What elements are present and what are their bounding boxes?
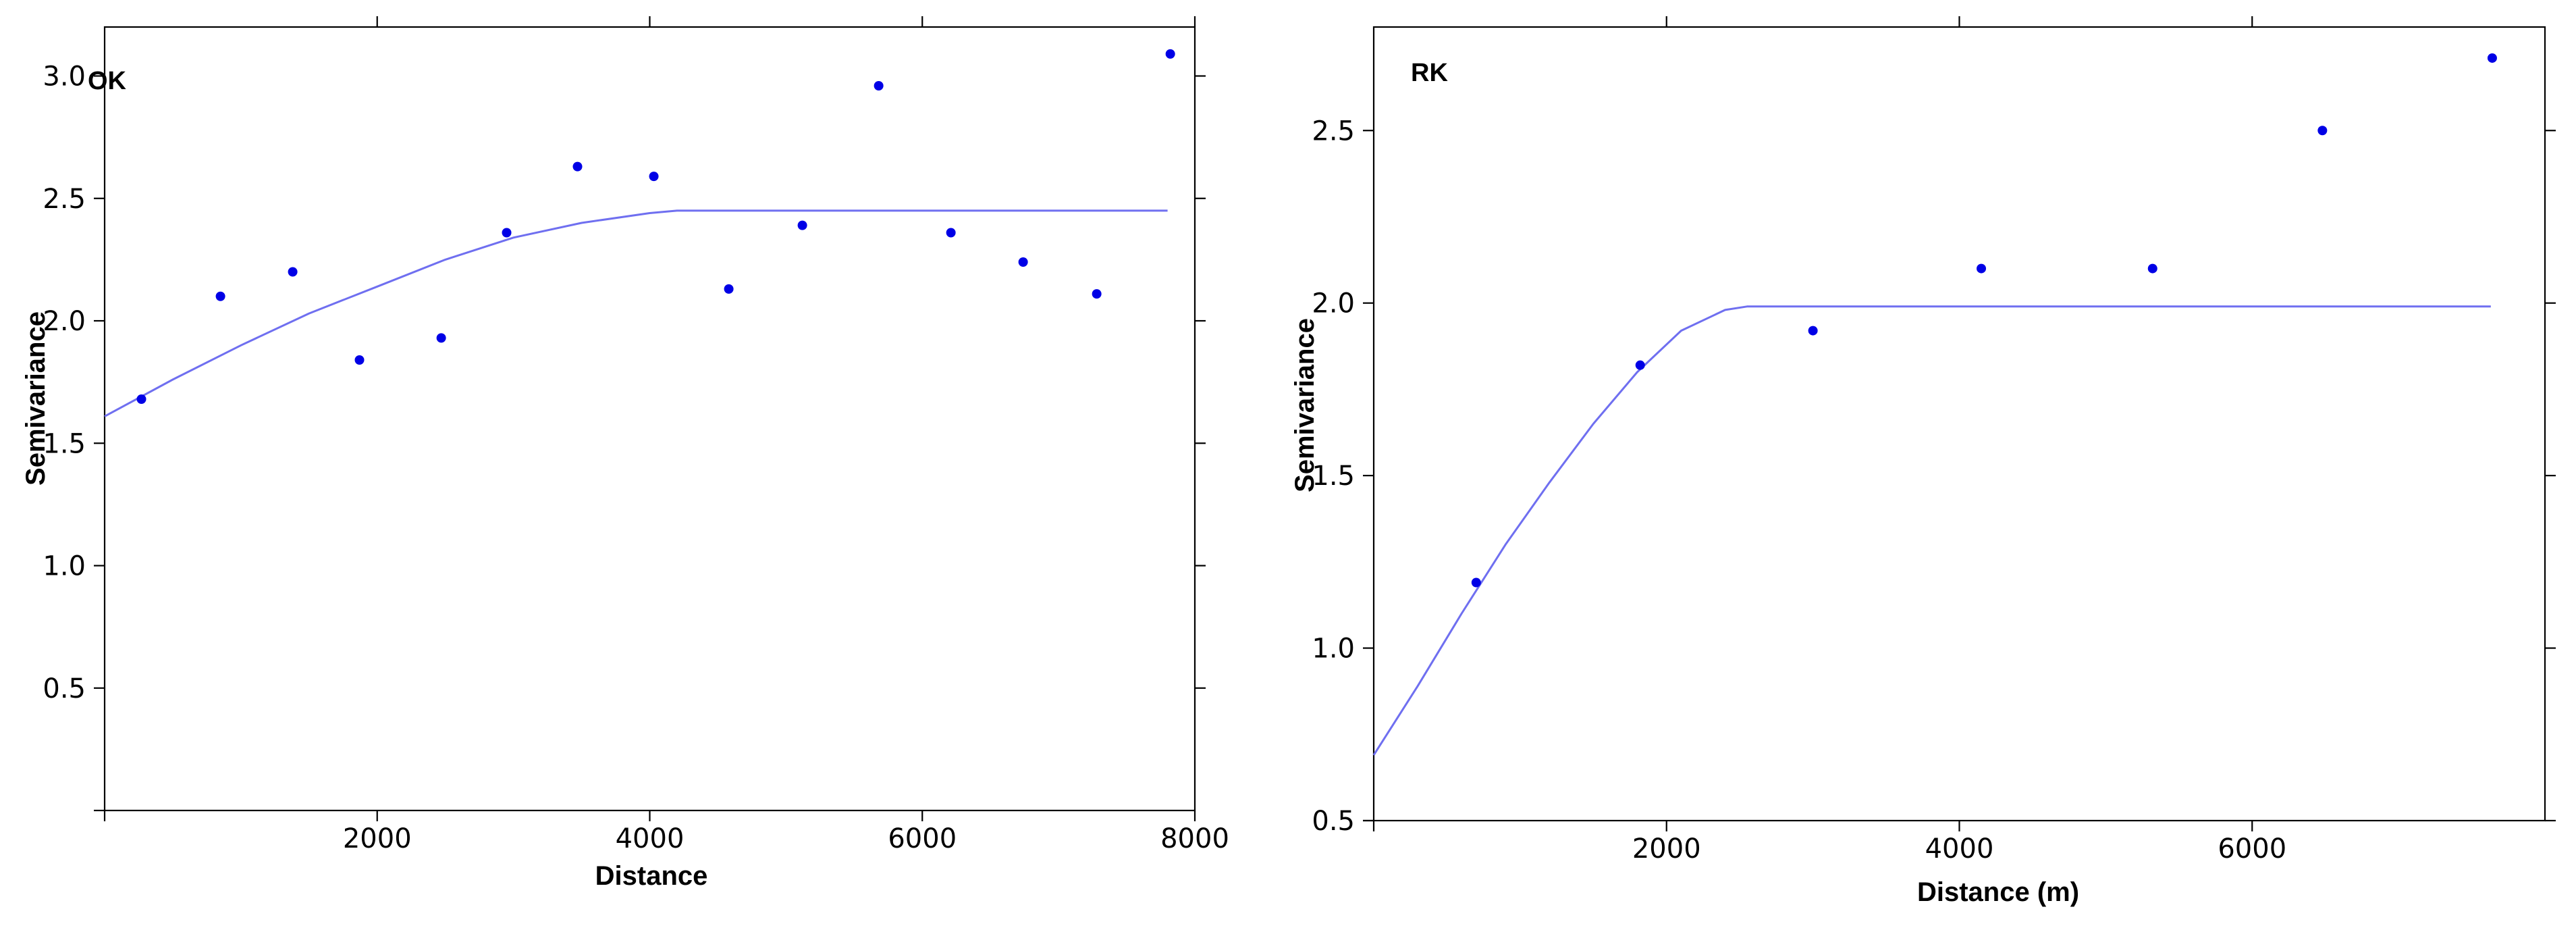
ok-y-tick-label: 1.5	[43, 428, 86, 459]
rk-y-axis-title: Semivariance	[1290, 318, 1320, 492]
rk-y-tick-label: 1.0	[1312, 634, 1355, 665]
ok-x-tick-label: 2000	[343, 823, 412, 854]
ok-y-tick-label: 0.5	[43, 673, 86, 704]
ok-data-point	[649, 172, 659, 182]
ok-y-tick-label: 3.0	[43, 61, 86, 93]
rk-panel-label: RK	[1411, 59, 1448, 87]
ok-plot-area	[104, 49, 1175, 417]
rk-x-tick-label: 4000	[1925, 833, 1994, 865]
rk-chart: 2000 4000 6000 0.5 1.0 1.5 2.0 2.5 RK Distance …	[1290, 16, 2556, 907]
ok-data-point	[724, 284, 734, 294]
rk-data-point	[1808, 326, 1818, 336]
rk-data-point	[1635, 360, 1645, 370]
rk-y-tick-label: 0.5	[1312, 806, 1355, 837]
ok-data-point	[136, 394, 146, 404]
rk-model-line	[1372, 305, 2491, 756]
ok-data-point	[436, 333, 446, 343]
ok-axes: 2000 4000 6000 8000 0.5 1.0 1.5 2.0 2.5 3.0	[43, 16, 1229, 854]
ok-data-point	[946, 228, 956, 238]
ok-x-axis-title: Distance	[595, 861, 708, 891]
rk-x-tick-label: 6000	[2218, 833, 2286, 865]
ok-x-tick-label: 6000	[888, 823, 957, 854]
ok-data-point	[502, 228, 512, 238]
rk-y-tick-label: 2.0	[1312, 288, 1355, 319]
rk-y-tick-label: 1.5	[1312, 461, 1355, 492]
ok-y-tick-label: 2.0	[43, 306, 86, 337]
ok-data-point	[288, 267, 298, 277]
rk-data-point	[2487, 53, 2497, 63]
ok-y-tick-label: 1.0	[43, 551, 86, 582]
rk-y-tick-label: 2.5	[1312, 115, 1355, 147]
ok-chart: 2000 4000 6000 8000 0.5 1.0 1.5 2.0 2.5 3.0 OK Di…	[21, 16, 1229, 891]
ok-data-point	[874, 81, 884, 91]
rk-data-point	[2317, 126, 2328, 136]
ok-data-point	[215, 291, 225, 301]
rk-data-point	[1977, 263, 1987, 274]
rk-x-tick-label: 2000	[1632, 833, 1701, 865]
ok-data-point	[1018, 257, 1028, 267]
rk-data-point	[2147, 263, 2157, 274]
rk-axes: 2000 4000 6000 0.5 1.0 1.5 2.0 2.5	[1312, 16, 2556, 865]
ok-model-line	[104, 209, 1168, 417]
rk-x-axis-title: Distance (m)	[1917, 877, 2079, 907]
ok-plot-frame	[103, 26, 1196, 812]
ok-data-point	[797, 220, 807, 230]
ok-y-axis-title: Semivariance	[21, 311, 51, 486]
ok-data-point	[1092, 289, 1102, 299]
ok-x-tick-label: 4000	[616, 823, 685, 854]
ok-data-point	[1165, 49, 1175, 59]
rk-data-point	[1471, 577, 1481, 588]
ok-data-point	[572, 161, 583, 172]
rk-plot-area	[1372, 53, 2497, 756]
ok-panel-label: OK	[88, 67, 127, 95]
ok-data-point	[354, 355, 365, 365]
ok-x-tick-label: 8000	[1160, 823, 1229, 854]
ok-y-tick-label: 2.5	[43, 184, 86, 215]
rk-plot-frame	[1372, 26, 2546, 822]
